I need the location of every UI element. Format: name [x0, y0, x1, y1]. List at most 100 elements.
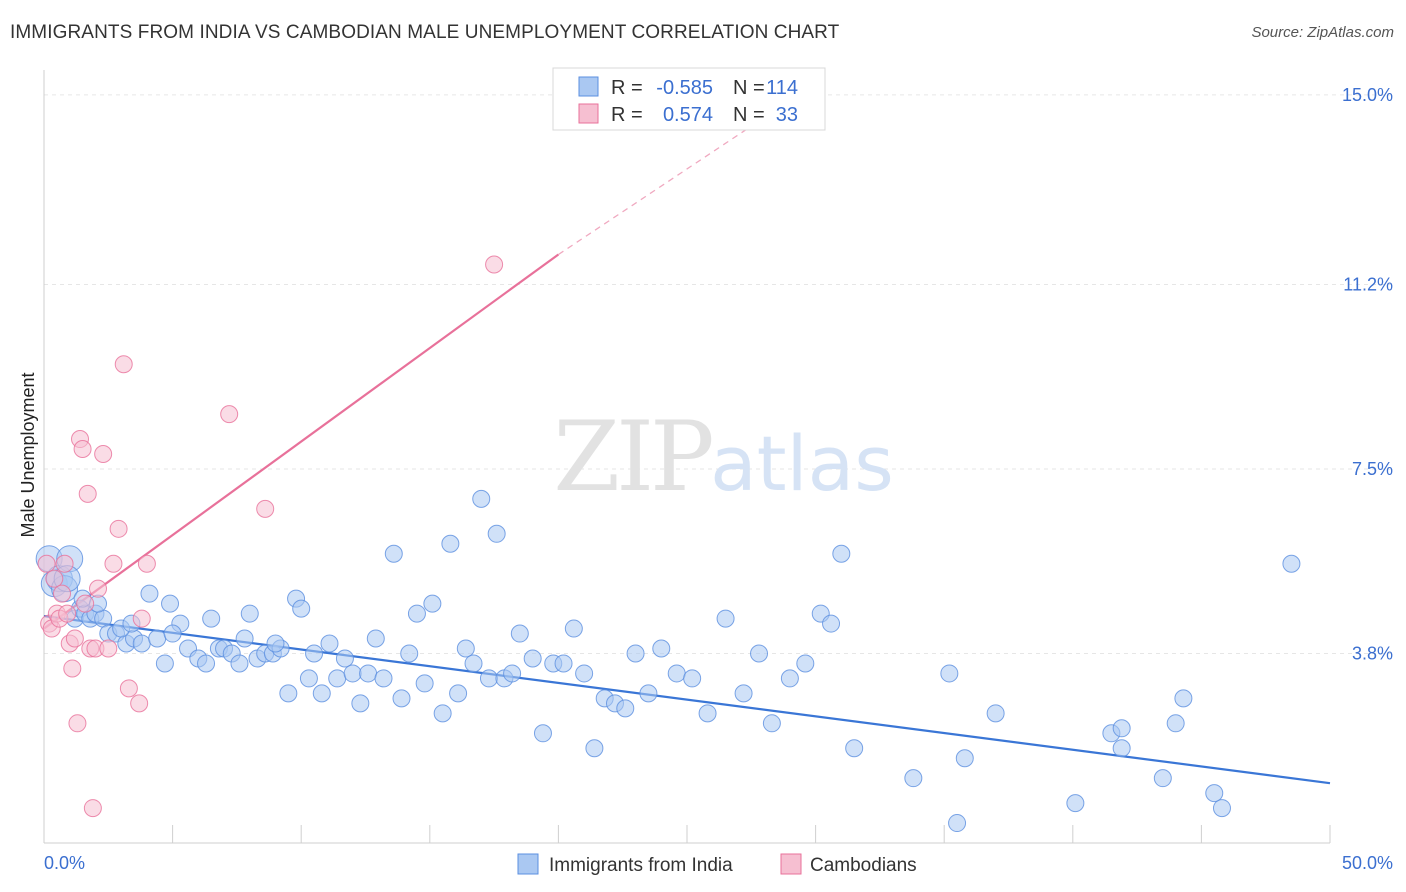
cambodians-point [53, 584, 72, 603]
source-label: Source: ZipAtlas.com [1251, 24, 1394, 41]
india-point [240, 604, 259, 623]
india-point [585, 739, 604, 758]
india-point [132, 634, 151, 653]
india-point [359, 664, 378, 683]
legend-r-value-cambodians: 0.574 [663, 104, 713, 126]
india-point [955, 749, 974, 768]
cambodians-point [485, 255, 504, 274]
india-point [456, 639, 475, 658]
india-point [986, 704, 1005, 723]
cambodians-point [220, 405, 239, 424]
cambodians-point [99, 639, 118, 658]
data-points [35, 255, 1301, 833]
legend-swatch-cambodians [578, 103, 599, 124]
bottom-legend-label-india: Immigrants from India [549, 855, 733, 876]
india-point [94, 609, 113, 628]
india-point [148, 629, 167, 648]
cambodians-point [76, 594, 95, 613]
india-point [822, 614, 841, 633]
india-point [796, 654, 815, 673]
cambodians-point [78, 484, 97, 503]
india-point [1282, 554, 1301, 573]
india-point [832, 544, 851, 563]
india-point [845, 739, 864, 758]
india-point [1066, 794, 1085, 813]
trend-lines [43, 79, 1331, 785]
legend-n-value-cambodians: 33 [776, 104, 798, 126]
india-point [163, 624, 182, 643]
india-point [716, 609, 735, 628]
india-point [202, 609, 221, 628]
legend-n-label-india: N = [733, 77, 765, 99]
india-point [575, 664, 594, 683]
india-point [940, 664, 959, 683]
india-point [554, 654, 573, 673]
india-point [441, 534, 460, 553]
grid-lines [44, 94, 1392, 654]
india-point [374, 669, 393, 688]
y-tick-label: 15.0% [1342, 85, 1393, 105]
india-point [1166, 714, 1185, 733]
india-point [503, 664, 522, 683]
cambodians-point [94, 445, 113, 464]
india-point [616, 699, 635, 718]
legend-n-value-india: 114 [766, 77, 798, 99]
india-point [328, 669, 347, 688]
ticks: 3.8% 7.5% 11.2% 15.0% 0.0% 50.0% [44, 85, 1393, 873]
cambodians-point [132, 609, 151, 628]
india-point [1112, 719, 1131, 738]
india-point [292, 599, 311, 618]
india-point [384, 544, 403, 563]
cambodians-point [37, 554, 56, 573]
cambodians-point [104, 554, 123, 573]
x-tick-label: 0.0% [44, 853, 85, 873]
india-point [1153, 769, 1172, 788]
india-point [698, 704, 717, 723]
india-point [626, 644, 645, 663]
india-point [351, 694, 370, 713]
india-point [366, 629, 385, 648]
india-point [320, 634, 339, 653]
y-axis-title: Male Unemployment [18, 372, 38, 537]
india-point [1112, 739, 1131, 758]
legend-r-value-india: -0.585 [656, 77, 713, 99]
india-point [904, 769, 923, 788]
cambodians-point [109, 519, 128, 538]
india-point [423, 594, 442, 613]
chart-title: IMMIGRANTS FROM INDIA VS CAMBODIAN MALE … [10, 22, 840, 43]
cambodians-point [73, 440, 92, 459]
india-point [266, 634, 285, 653]
india-point [523, 649, 542, 668]
x-tick-label: 50.0% [1342, 853, 1393, 873]
india-point [140, 584, 159, 603]
india-point [1174, 689, 1193, 708]
india-point [639, 684, 658, 703]
india-point [948, 814, 967, 833]
india-point [305, 644, 324, 663]
india-point [407, 604, 426, 623]
cambodians-point [137, 554, 156, 573]
india-point [564, 619, 583, 638]
india-point [479, 669, 498, 688]
legend-r-label-india: R = [611, 77, 643, 99]
india-point [235, 629, 254, 648]
india-point [415, 674, 434, 693]
india-point [155, 654, 174, 673]
axes [43, 70, 1331, 844]
india-point [652, 639, 671, 658]
india-point [400, 644, 419, 663]
india-point [392, 689, 411, 708]
india-point [780, 669, 799, 688]
cambodians-point [45, 569, 64, 588]
cambodians-point [55, 554, 74, 573]
y-tick-label: 7.5% [1352, 459, 1393, 479]
cambodians-point [68, 714, 87, 733]
india-point [762, 714, 781, 733]
india-point [1205, 784, 1224, 803]
y-tick-label: 11.2% [1343, 274, 1393, 294]
cambodians-point [58, 604, 77, 623]
watermark: ZIP atlas [553, 401, 893, 513]
cambodians-trend-line [43, 253, 560, 630]
india-point [472, 489, 491, 508]
india-point [734, 684, 753, 703]
